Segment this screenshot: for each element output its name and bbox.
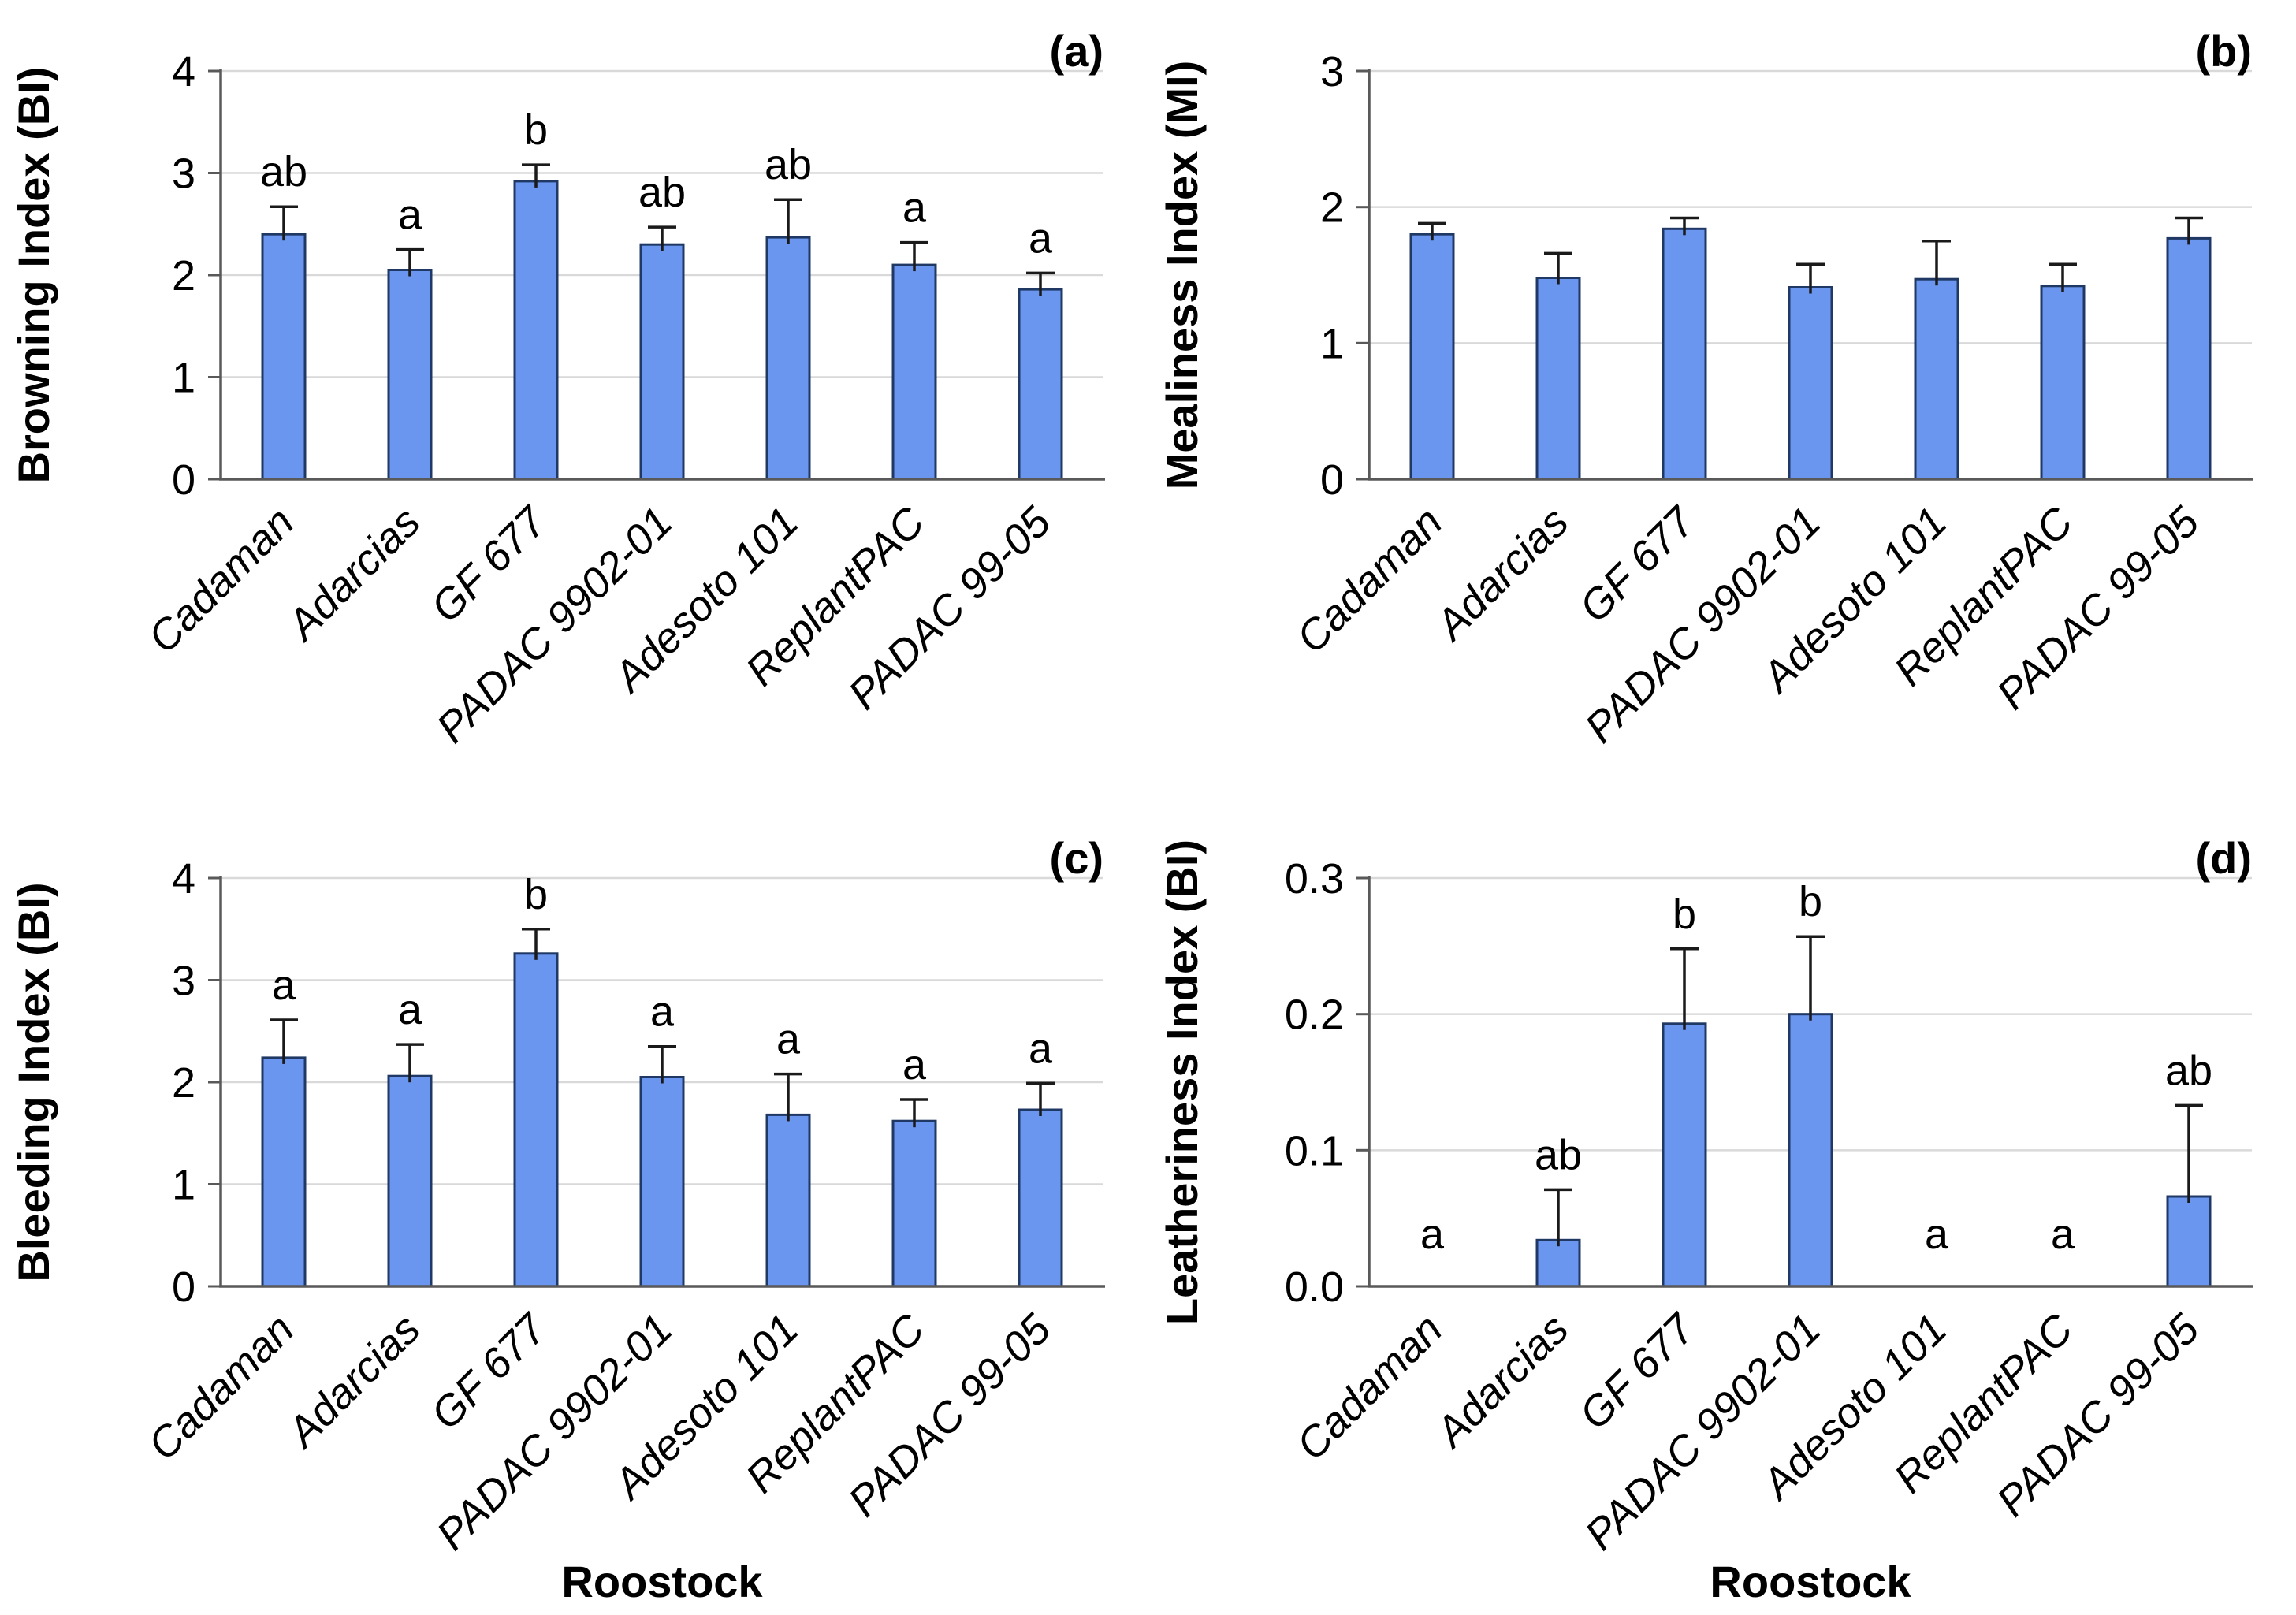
- y-tick-label: 1: [172, 355, 195, 402]
- y-tick-label: 0: [172, 1263, 195, 1311]
- sig-letter-cadaman: ab: [260, 148, 307, 195]
- y-tick-label: 2: [1320, 184, 1344, 232]
- y-tick-label: 0.1: [1285, 1127, 1344, 1174]
- sig-letter-replantpac: a: [2051, 1211, 2075, 1258]
- x-tick-label-cadaman: Cadaman: [1287, 1305, 1451, 1469]
- x-tick-label-padac-9902-01: PADAC 9902-01: [1576, 1305, 1830, 1559]
- x-tick-label-cadaman: Cadaman: [139, 1305, 303, 1469]
- y-tick-label: 3: [172, 151, 195, 198]
- y-tick-label: 0.0: [1285, 1263, 1344, 1311]
- bar-gf-677: [1662, 1022, 1707, 1288]
- y-tick-label: 4: [172, 48, 195, 95]
- sig-letter-cadaman: a: [272, 962, 296, 1009]
- bar-padac-99-05: [2166, 236, 2212, 481]
- bar-padac-9902-01: [639, 243, 685, 481]
- bar-replantpac: [891, 1119, 937, 1288]
- y-axis-title: Bleeding Index (BI): [9, 882, 58, 1282]
- bar-replantpac: [2040, 285, 2086, 481]
- x-tick-label-adarcias: Adarcias: [1425, 498, 1577, 650]
- bar-cadaman: [261, 1056, 307, 1288]
- sig-letter-gf-677: b: [1673, 891, 1696, 938]
- bar-adarcias: [387, 269, 433, 481]
- bar-gf-677: [513, 952, 559, 1288]
- y-tick-label: 0: [1320, 456, 1344, 504]
- sig-letter-gf-677: b: [524, 106, 548, 154]
- y-tick-label: 0.2: [1285, 992, 1344, 1039]
- y-axis-title: Browning Index (BI): [9, 67, 58, 484]
- panel-c: a Cadaman a Adarcias b GF 677 a PADAC 9902-01 a A…: [0, 807, 1148, 1615]
- sig-letter-padac-99-05: ab: [2165, 1047, 2212, 1094]
- y-axis-title: Mealiness Index (MI): [1157, 61, 1207, 490]
- sig-letter-adarcias: a: [398, 986, 422, 1033]
- y-tick-label: 0.3: [1285, 855, 1344, 902]
- bar-adesoto-101: [1914, 277, 1959, 481]
- x-axis-title: Roostock: [1710, 1557, 1911, 1606]
- x-tick-label-cadaman: Cadaman: [1287, 498, 1451, 662]
- bar-padac-9902-01: [1788, 286, 1833, 481]
- sig-letter-cadaman: a: [1420, 1211, 1445, 1258]
- sig-letter-padac-99-05: a: [1029, 1025, 1053, 1072]
- sig-letter-adesoto-101: ab: [765, 141, 812, 188]
- x-tick-label-padac-9902-01: PADAC 9902-01: [428, 1305, 682, 1559]
- panel-d: a Cadaman ab Adarcias b GF 677 b PADAC 9902-01 a…: [1148, 807, 2296, 1615]
- panel-label: (b): [2195, 26, 2252, 76]
- y-tick-label: 1: [1320, 320, 1344, 367]
- sig-letter-adesoto-101: a: [1925, 1211, 1949, 1258]
- bar-cadaman: [1409, 233, 1455, 481]
- y-tick-label: 4: [172, 855, 195, 902]
- x-tick-label-padac-9902-01: PADAC 9902-01: [1576, 498, 1830, 752]
- y-tick-label: 2: [172, 252, 195, 300]
- bar-padac-9902-01: [639, 1076, 685, 1288]
- bar-adarcias: [1535, 277, 1581, 481]
- panel-b: Cadaman Adarcias GF 677 PADAC 9902-01 Adesot…: [1148, 0, 2296, 808]
- bar-adarcias: [387, 1074, 433, 1288]
- bar-padac-9902-01: [1788, 1013, 1833, 1288]
- sig-letter-padac-9902-01: b: [1799, 878, 1822, 925]
- panel-label: (a): [1050, 26, 1103, 76]
- bar-replantpac: [891, 263, 937, 481]
- bar-padac-99-05: [1018, 1108, 1063, 1288]
- sig-letter-padac-9902-01: a: [650, 988, 675, 1036]
- panel-label: (d): [2195, 833, 2252, 883]
- y-axis-title: Leatheriness Index (BI): [1157, 839, 1207, 1325]
- y-tick-label: 3: [172, 958, 195, 1005]
- sig-letter-gf-677: b: [524, 871, 548, 918]
- x-tick-label-cadaman: Cadaman: [139, 498, 303, 662]
- bar-adarcias: [1535, 1238, 1581, 1288]
- x-axis-title: Roostock: [561, 1557, 763, 1606]
- y-tick-label: 3: [1320, 48, 1344, 95]
- y-tick-label: 0: [172, 456, 195, 504]
- bar-cadaman: [261, 233, 307, 481]
- sig-letter-replantpac: a: [902, 1041, 927, 1088]
- panel-a: ab Cadaman a Adarcias b GF 677 ab PADAC 9902-01…: [0, 0, 1148, 808]
- bar-adesoto-101: [765, 236, 811, 481]
- panel-label: (c): [1050, 833, 1103, 883]
- sig-letter-replantpac: a: [902, 184, 927, 232]
- sig-letter-adarcias: a: [398, 192, 422, 239]
- y-tick-label: 1: [172, 1162, 195, 1209]
- bar-padac-99-05: [1018, 288, 1063, 481]
- sig-letter-padac-9902-01: ab: [638, 169, 686, 216]
- sig-letter-adarcias: ab: [1535, 1131, 1582, 1178]
- x-tick-label-padac-9902-01: PADAC 9902-01: [428, 498, 682, 752]
- y-tick-label: 2: [172, 1059, 195, 1107]
- bar-gf-677: [1662, 227, 1707, 481]
- bar-padac-99-05: [2166, 1195, 2212, 1288]
- bar-gf-677: [513, 180, 559, 481]
- sig-letter-adesoto-101: a: [776, 1016, 801, 1063]
- sig-letter-padac-99-05: a: [1029, 214, 1053, 262]
- x-tick-label-adarcias: Adarcias: [277, 1305, 429, 1457]
- bar-adesoto-101: [765, 1113, 811, 1288]
- x-tick-label-adarcias: Adarcias: [277, 498, 429, 650]
- x-tick-label-adarcias: Adarcias: [1425, 1305, 1577, 1457]
